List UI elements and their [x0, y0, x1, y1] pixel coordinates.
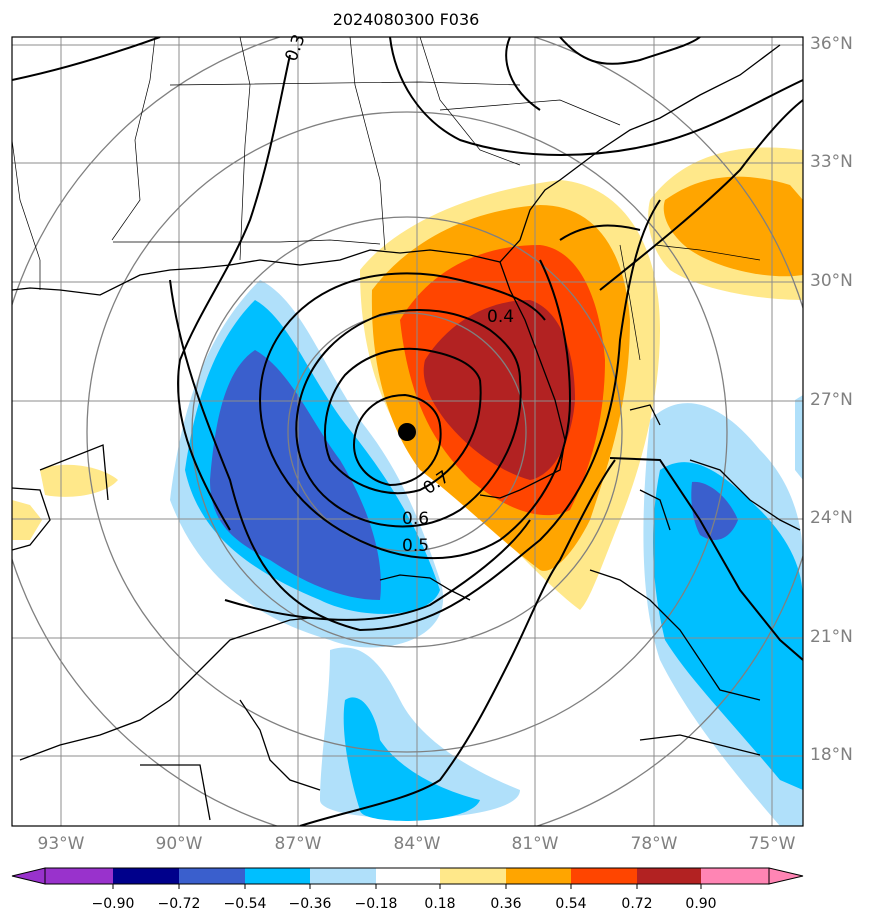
lon-label-93w: 93°W	[37, 834, 85, 854]
lat-label-30n: 30°N	[810, 271, 853, 291]
state-borders	[12, 37, 761, 361]
lat-label-21n: 21°N	[810, 627, 853, 647]
colorbar-tick-label: 0.72	[621, 896, 653, 912]
lat-label-18n: 18°N	[810, 745, 853, 765]
chart-title: 2024080300 F036	[332, 10, 480, 29]
colorbar-tick-label: 0.18	[424, 896, 456, 912]
colorbar-tick-label: −0.54	[223, 896, 267, 912]
colorbar-tick-label: 0.36	[490, 896, 522, 912]
lat-label-36n: 36°N	[810, 34, 853, 54]
lat-label-33n: 33°N	[810, 152, 853, 172]
colorbar-tick-label: −0.18	[354, 896, 398, 912]
colorbar-tick-label: −0.36	[288, 896, 332, 912]
graticule	[12, 37, 803, 826]
lon-label-81w: 81°W	[511, 834, 559, 854]
lat-label-24n: 24°N	[810, 508, 853, 528]
lat-label-27n: 27°N	[810, 390, 853, 410]
range-rings	[12, 37, 803, 826]
lon-label-84w: 84°W	[393, 834, 441, 854]
lon-label-75w: 75°W	[748, 834, 796, 854]
lon-label-90w: 90°W	[155, 834, 203, 854]
colorbar-tick-label: 0.54	[555, 896, 587, 912]
colorbar-tick-label: −0.90	[91, 896, 135, 912]
map-frame	[11, 36, 804, 827]
contour-label-06: 0.6	[402, 509, 429, 529]
colorbar	[11, 867, 804, 889]
colorbar-tick-label: −0.72	[157, 896, 201, 912]
contour-label-05: 0.5	[402, 536, 429, 556]
lon-label-87w: 87°W	[274, 834, 322, 854]
contours	[12, 37, 803, 826]
colorbar-tick-label: 0.90	[685, 896, 717, 912]
lon-label-78w: 78°W	[630, 834, 678, 854]
storm-center-marker	[398, 423, 416, 441]
contour-label-04: 0.4	[487, 307, 514, 327]
